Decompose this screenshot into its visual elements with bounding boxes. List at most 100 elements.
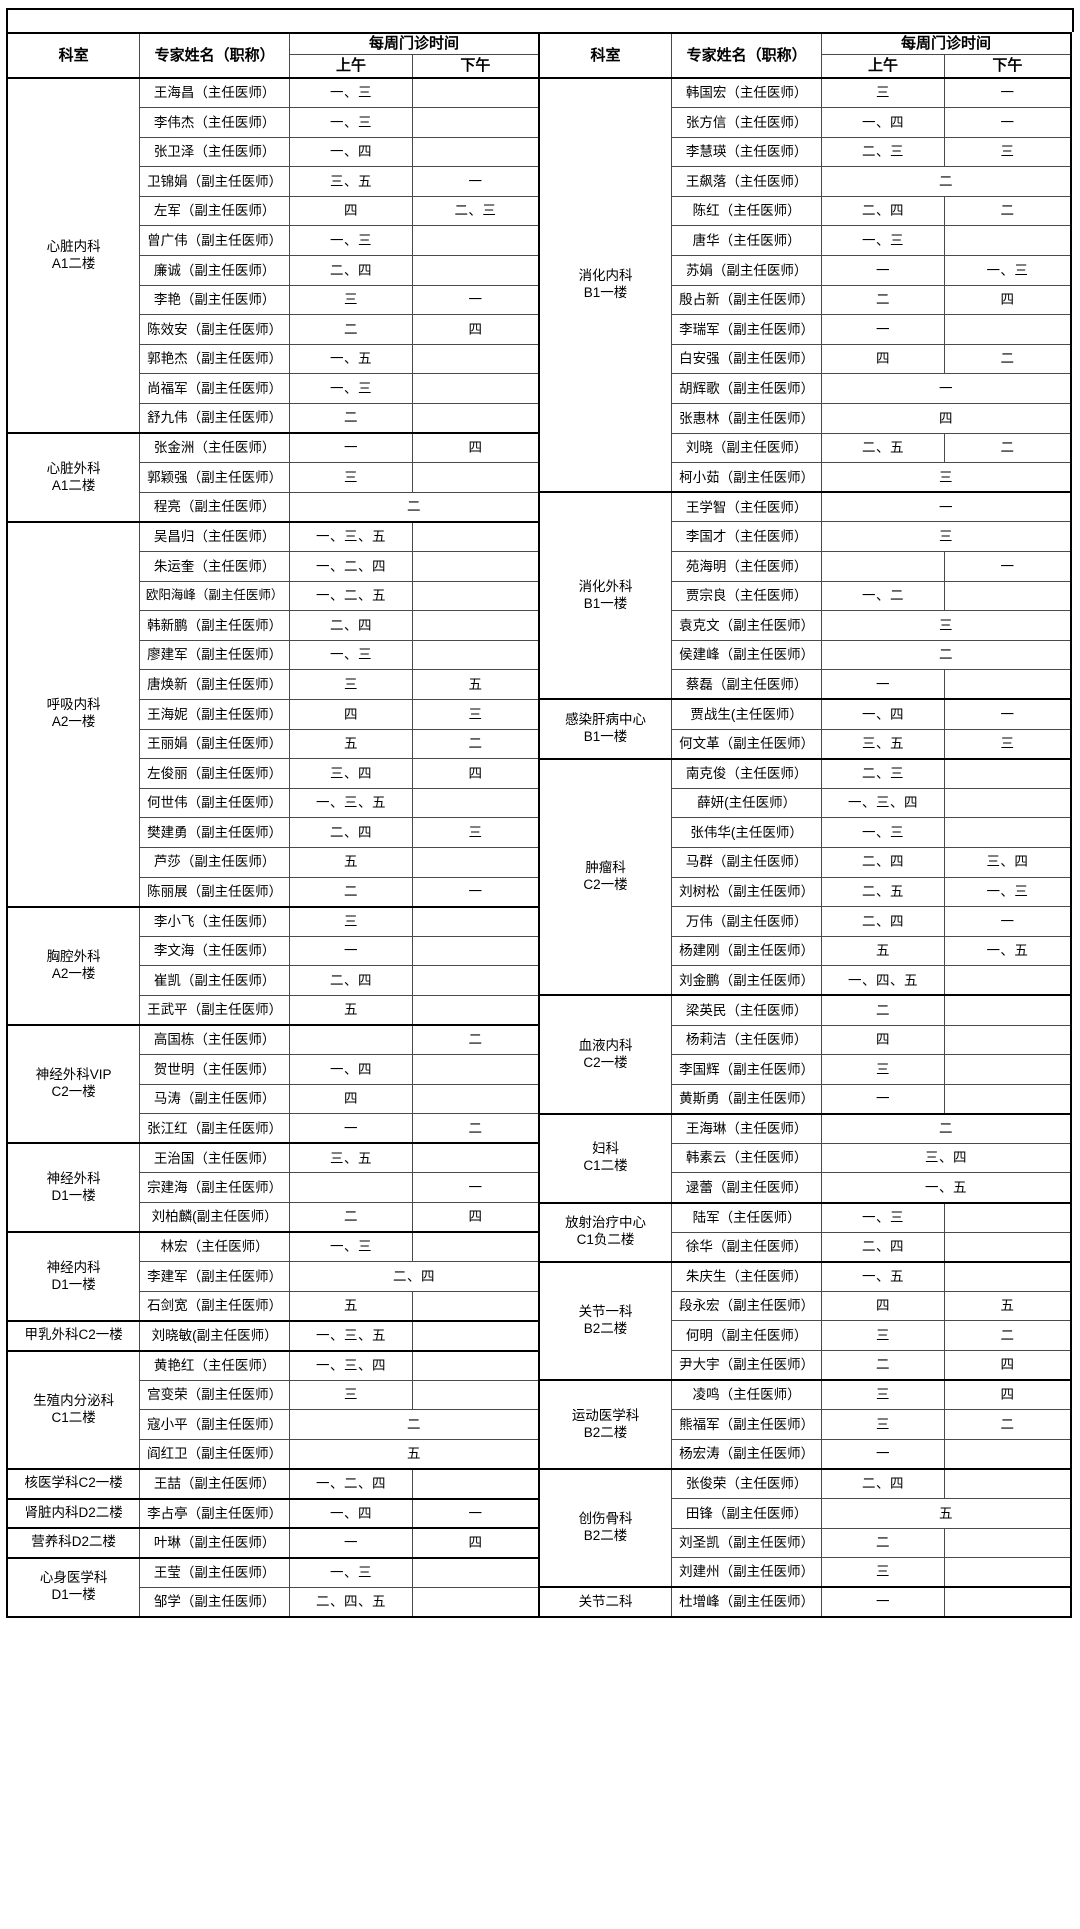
schedule-afternoon-cell: 三、四 — [943, 846, 1072, 878]
schedule-morning-cell — [289, 1024, 413, 1056]
schedule-afternoon-cell — [411, 225, 540, 257]
schedule-morning-cell: 一 — [821, 669, 945, 701]
expert-name-cell: 韩素云（主任医师） — [671, 1142, 823, 1174]
expert-name-cell: 王丽娟（副主任医师） — [139, 728, 291, 760]
expert-name-cell: 廉诚（副主任医师） — [139, 255, 291, 286]
expert-name-cell: 田锋（副主任医师） — [671, 1498, 823, 1529]
table-row: 李建军（副主任医师） 二、四 关节一科 B2二楼 朱庆生（主任医师） 一、五 — [7, 1260, 1072, 1382]
table-row: 宫变荣（副主任医师）三运动医学科 B2二楼 凌鸣（主任医师）三四 — [7, 1379, 1072, 1470]
expert-name-cell: 叶琳（副主任医师） — [139, 1527, 291, 1559]
schedule-morning-cell: 一 — [821, 1586, 945, 1618]
table-row: 崔凯（副主任医师） 二、四 刘金鹏（副主任医师） 一、四、五 — [7, 965, 1072, 997]
expert-name-cell: 万伟（副主任医师） — [671, 906, 823, 937]
header-weekly-left: 每周门诊时间 — [289, 32, 540, 55]
schedule-morning-cell: 三 — [289, 905, 413, 937]
schedule-morning-cell: 一、三、五 — [289, 1319, 413, 1352]
schedule-span-cell: 二、四 — [289, 1261, 540, 1292]
schedule-morning-cell: 一、三、五 — [289, 520, 413, 552]
schedule-afternoon-cell — [411, 1349, 540, 1381]
expert-name-cell: 段永宏（副主任医师） — [671, 1290, 823, 1322]
expert-name-cell: 薛妍(主任医师） — [671, 787, 823, 819]
expert-name-cell: 梁英民（主任医师） — [671, 994, 823, 1026]
table-row: 石剑宽（副主任医师）五段永宏（副主任医师）四五 — [7, 1290, 1072, 1322]
expert-name-cell: 廖建军（副主任医师） — [139, 639, 291, 671]
schedule-afternoon-cell: 四 — [411, 758, 540, 789]
schedule-afternoon-cell: 一 — [411, 284, 540, 316]
table-row: 宗建海（副主任医师） 一 逯蕾（副主任医师） 一、五 — [7, 1172, 1072, 1204]
schedule-afternoon-cell — [943, 1201, 1072, 1233]
schedule-afternoon-cell — [943, 994, 1072, 1026]
table-row: 郭颖强（副主任医师）三柯小茹（副主任医师）三 — [7, 462, 1072, 494]
expert-name-cell: 陆军（主任医师） — [671, 1201, 823, 1233]
expert-name-cell: 逯蕾（副主任医师） — [671, 1172, 823, 1204]
schedule-morning-cell: 三 — [821, 1379, 945, 1411]
schedule-afternoon-cell: 三 — [943, 728, 1072, 760]
table-row: 张江红（副主任医师）一二妇科 C1二楼 王海琳（主任医师）二 — [7, 1112, 1072, 1204]
table-row: 刘柏麟(副主任医师）二四放射治疗中心 C1负二楼 陆军（主任医师） 一、三 — [7, 1201, 1072, 1263]
expert-name-cell: 李瑞军（副主任医师） — [671, 314, 823, 345]
expert-name-cell: 凌鸣（主任医师） — [671, 1379, 823, 1411]
schedule-morning-cell: 三、五 — [821, 728, 945, 760]
expert-name-cell: 刘金鹏（副主任医师） — [671, 965, 823, 997]
schedule-morning-cell: 一、三、五 — [289, 787, 413, 819]
expert-name-cell: 韩新鹏（副主任医师） — [139, 610, 291, 641]
department-cell: 妇科 C1二楼 — [537, 1112, 673, 1204]
schedule-afternoon-cell — [411, 551, 540, 582]
table-row: 张卫泽（主任医师） 一、四 李慧瑛（主任医师） 二、三三 — [7, 136, 1072, 168]
schedule-morning-cell: 三、五 — [289, 1142, 413, 1174]
expert-name-cell: 李艳（副主任医师） — [139, 284, 291, 316]
schedule-morning-cell: 二 — [289, 876, 413, 908]
expert-name-cell: 杨莉洁（主任医师） — [671, 1024, 823, 1056]
schedule-morning-cell: 二、四 — [289, 610, 413, 641]
schedule-afternoon-cell: 二 — [411, 728, 540, 760]
expert-name-cell: 苏娟（副主任医师） — [671, 255, 823, 286]
schedule-afternoon-cell: 四 — [411, 1527, 540, 1559]
schedule-afternoon-cell: 一、三 — [943, 255, 1072, 286]
schedule-morning-cell: 二、四 — [821, 846, 945, 878]
header-row-1: 科室 专家姓名（职称） 每周门诊时间 科室 专家姓名（职称） 每周门诊时间 — [6, 32, 1072, 79]
table-row: 肾脏内科D2二楼 李占亭（副主任医师） 一、四一 田锋（副主任医师）五 — [6, 1497, 1072, 1530]
department-cell: 关节二科 — [537, 1586, 673, 1618]
expert-name-cell: 马群（副主任医师） — [671, 846, 823, 878]
table-row: 生殖内分泌科 C1二楼 黄艳红（主任医师） 一、三、四 尹大宇（副主任医师）二四 — [6, 1349, 1072, 1470]
header-name-left: 专家姓名（职称） — [139, 32, 291, 79]
schedule-morning-cell: 一、三 — [821, 1201, 945, 1233]
expert-name-cell: 张江红（副主任医师） — [139, 1113, 291, 1145]
schedule-afternoon-cell — [411, 255, 540, 286]
schedule-morning-cell: 二、四 — [289, 965, 413, 996]
header-weekly-right: 每周门诊时间 — [821, 32, 1072, 55]
schedule-span-cell: 四 — [821, 403, 1072, 434]
schedule-afternoon-cell — [943, 1557, 1072, 1589]
table-row: 曾广伟（副主任医师） 一、三 唐华（主任医师） 一、三 — [7, 225, 1072, 257]
schedule-morning-cell: 二、三 — [821, 136, 945, 168]
schedule-span-cell: 一、五 — [821, 1172, 1072, 1204]
table-row: 尚福军（副主任医师） 一、三 胡辉歌（副主任医师）一 — [7, 373, 1072, 405]
table-row: 贺世明（主任医师） 一、四 李国辉（副主任医师）三 — [7, 1054, 1072, 1085]
schedule-afternoon-cell: 四 — [411, 432, 540, 464]
schedule-afternoon-cell: 一 — [943, 551, 1072, 582]
schedule-morning-cell: 一、四 — [289, 1054, 413, 1085]
schedule-morning-cell: 二 — [289, 403, 413, 435]
schedule-morning-cell: 一、三 — [289, 1231, 413, 1263]
schedule-afternoon-cell — [411, 462, 540, 493]
schedule-morning-cell: 一 — [821, 1438, 945, 1470]
table-row: 左俊丽（副主任医师） 三、四四肿瘤科 C2一楼 南克俊（主任医师） 二、三 — [7, 757, 1072, 997]
schedule-morning-cell: 四 — [821, 1290, 945, 1322]
expert-name-cell: 黄艳红（主任医师） — [139, 1349, 291, 1381]
expert-name-cell: 王飙落（主任医师） — [671, 166, 823, 197]
expert-name-cell: 何世伟（副主任医师） — [139, 787, 291, 819]
schedule-morning-cell: 五 — [821, 935, 945, 967]
department-cell: 消化外科 B1一楼 — [537, 491, 673, 701]
schedule-afternoon-cell — [943, 1083, 1072, 1115]
department-cell: 肾脏内科D2二楼 — [6, 1497, 141, 1530]
schedule-morning-cell: 一、四 — [289, 136, 413, 168]
schedule-afternoon-cell: 二 — [411, 1113, 540, 1145]
schedule-morning-cell: 一 — [821, 255, 945, 286]
expert-name-cell: 欧阳海峰（副主任医师） — [139, 580, 291, 612]
schedule-morning-cell: 三 — [289, 284, 413, 316]
schedule-morning-cell: 一、三、四 — [821, 787, 945, 819]
schedule-afternoon-cell — [411, 373, 540, 405]
table-row: 欧阳海峰（副主任医师） 一、二、五 贾宗良（主任医师） 一、二 — [7, 580, 1072, 612]
expert-name-cell: 李慧瑛（主任医师） — [671, 136, 823, 168]
